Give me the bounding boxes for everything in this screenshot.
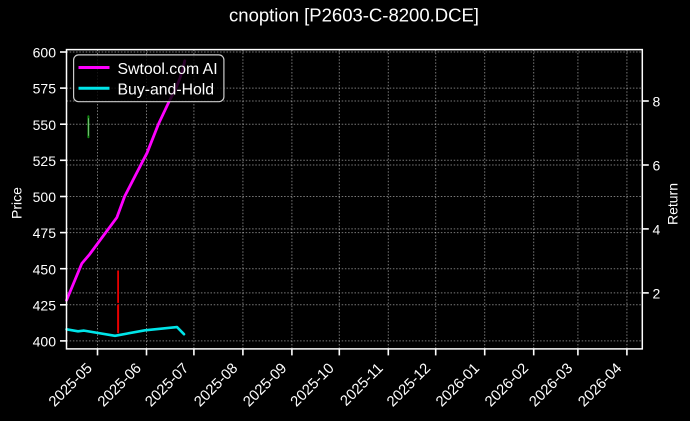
svg-text:8: 8: [653, 94, 661, 110]
svg-text:450: 450: [33, 261, 57, 277]
svg-text:Return: Return: [665, 183, 681, 225]
svg-text:Swtool.com AI: Swtool.com AI: [118, 61, 218, 78]
svg-text:575: 575: [33, 81, 57, 97]
svg-text:550: 550: [33, 117, 57, 133]
svg-text:500: 500: [33, 189, 57, 205]
svg-text:4: 4: [653, 222, 661, 238]
svg-text:2: 2: [653, 286, 661, 302]
svg-text:525: 525: [33, 153, 57, 169]
svg-text:cnoption [P2603-C-8200.DCE]: cnoption [P2603-C-8200.DCE]: [229, 4, 479, 25]
svg-text:Buy-and-Hold: Buy-and-Hold: [118, 82, 215, 99]
svg-text:400: 400: [33, 334, 57, 350]
svg-text:425: 425: [33, 297, 57, 313]
svg-text:600: 600: [33, 45, 57, 61]
svg-text:6: 6: [653, 158, 661, 174]
svg-text:475: 475: [33, 225, 57, 241]
svg-text:Price: Price: [9, 187, 25, 219]
